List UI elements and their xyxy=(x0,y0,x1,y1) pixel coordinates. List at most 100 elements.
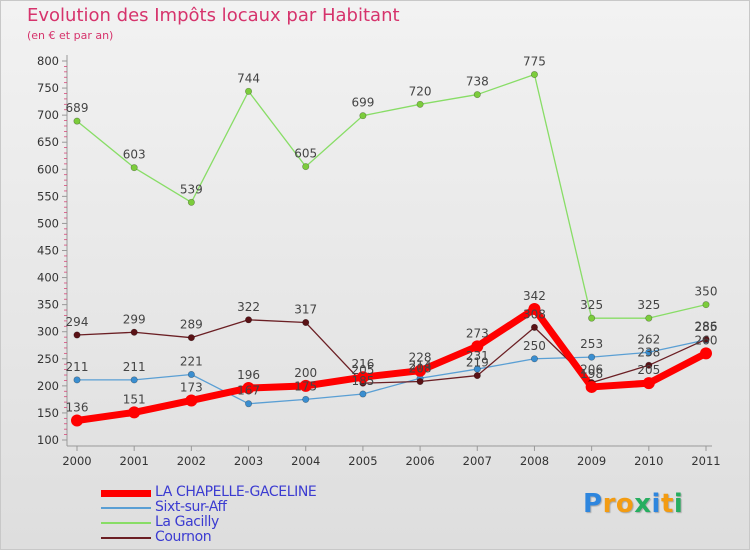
legend-swatch xyxy=(101,489,151,497)
data-point xyxy=(187,334,195,342)
data-label: 289 xyxy=(180,318,203,332)
data-label: 605 xyxy=(294,147,317,161)
data-label: 205 xyxy=(637,363,660,377)
y-tick-label: 200 xyxy=(37,379,59,393)
y-tick-label: 100 xyxy=(37,433,59,447)
data-point xyxy=(71,414,83,427)
series-line-0 xyxy=(73,305,710,425)
legend-label: La Gacilly xyxy=(155,514,219,530)
logo-letter: P xyxy=(583,489,603,519)
legend-swatch xyxy=(101,522,151,524)
logo-letter: o xyxy=(615,489,635,519)
data-point xyxy=(302,163,310,171)
data-point xyxy=(299,379,312,392)
legend-item: Sixt-sur-Aff xyxy=(101,499,421,515)
x-tick-label: 2010 xyxy=(634,454,663,468)
x-tick-label: 2005 xyxy=(348,454,377,468)
data-point xyxy=(359,390,367,398)
data-label: 200 xyxy=(294,366,317,380)
data-label: 211 xyxy=(66,360,89,374)
series-line-1 xyxy=(76,339,707,405)
y-tick-label: 400 xyxy=(37,271,59,285)
data-point xyxy=(642,377,655,390)
data-label: 720 xyxy=(409,84,432,98)
x-tick-label: 2007 xyxy=(463,454,492,468)
data-point xyxy=(588,353,596,361)
y-tick-label: 500 xyxy=(37,216,59,230)
data-label: 603 xyxy=(123,148,146,162)
data-point xyxy=(645,361,653,369)
legend-item: Cournon xyxy=(101,529,421,545)
chart-title: Evolution des Impôts locaux par Habitant xyxy=(27,5,400,26)
data-point xyxy=(187,198,195,206)
data-label: 299 xyxy=(123,312,146,326)
y-tick-label: 300 xyxy=(37,325,59,339)
logo-letter: i xyxy=(651,489,661,519)
data-point xyxy=(528,302,541,315)
series-line-3 xyxy=(76,319,707,384)
data-label: 699 xyxy=(351,96,374,110)
data-label: 350 xyxy=(695,285,718,299)
y-tick-label: 700 xyxy=(37,108,59,122)
data-point xyxy=(585,380,598,393)
x-tick-label: 2001 xyxy=(120,454,149,468)
data-label: 738 xyxy=(466,75,489,89)
y-tick-label: 250 xyxy=(37,352,59,366)
data-point xyxy=(242,382,255,395)
legend-item: La Gacilly xyxy=(101,514,421,530)
data-label: 273 xyxy=(466,326,489,340)
data-label: 342 xyxy=(523,289,546,303)
data-point xyxy=(302,395,310,403)
data-point xyxy=(73,376,81,384)
data-point xyxy=(530,323,538,331)
data-label: 206 xyxy=(580,363,603,377)
data-point xyxy=(130,328,138,336)
data-label: 231 xyxy=(466,349,489,363)
data-label: 167 xyxy=(237,384,260,398)
x-tick-label: 2003 xyxy=(234,454,263,468)
data-label: 260 xyxy=(695,333,718,347)
data-point xyxy=(185,394,198,407)
legend-label: Sixt-sur-Aff xyxy=(155,499,227,515)
x-tick-label: 2006 xyxy=(405,454,434,468)
legend-label: LA CHAPELLE-GACELINE xyxy=(155,484,317,500)
data-point xyxy=(414,364,427,377)
data-point xyxy=(416,100,424,108)
data-point xyxy=(588,314,596,322)
data-label: 250 xyxy=(523,339,546,353)
y-tick-label: 350 xyxy=(37,298,59,312)
data-label: 286 xyxy=(695,319,718,333)
data-point xyxy=(356,371,369,384)
data-point xyxy=(128,406,141,419)
logo-letter: r xyxy=(602,489,616,519)
x-tick-label: 2004 xyxy=(291,454,320,468)
legend-swatch xyxy=(101,507,151,509)
data-label: 136 xyxy=(66,401,89,415)
data-point xyxy=(471,340,484,353)
data-point xyxy=(473,372,481,380)
data-label: 216 xyxy=(351,357,374,371)
data-point xyxy=(130,164,138,172)
legend-swatch xyxy=(101,537,151,539)
data-point xyxy=(359,112,367,120)
y-tick-label: 750 xyxy=(37,81,59,95)
x-tick-label: 2011 xyxy=(691,454,720,468)
data-point xyxy=(187,370,195,378)
y-tick-label: 450 xyxy=(37,244,59,258)
data-label: 285 xyxy=(695,320,718,334)
data-point xyxy=(245,87,253,95)
data-label: 198 xyxy=(580,367,603,381)
data-point xyxy=(702,301,710,309)
data-label: 196 xyxy=(237,368,260,382)
logo-letter: i xyxy=(673,489,684,519)
data-label: 262 xyxy=(637,332,660,346)
data-label: 185 xyxy=(351,374,374,388)
data-label: 744 xyxy=(237,71,260,85)
data-label: 151 xyxy=(123,392,146,406)
data-label: 208 xyxy=(409,362,432,376)
data-label: 322 xyxy=(237,300,260,314)
data-point xyxy=(416,378,424,386)
legend-item: LA CHAPELLE-GACELINE xyxy=(101,484,421,500)
data-label: 219 xyxy=(466,356,489,370)
